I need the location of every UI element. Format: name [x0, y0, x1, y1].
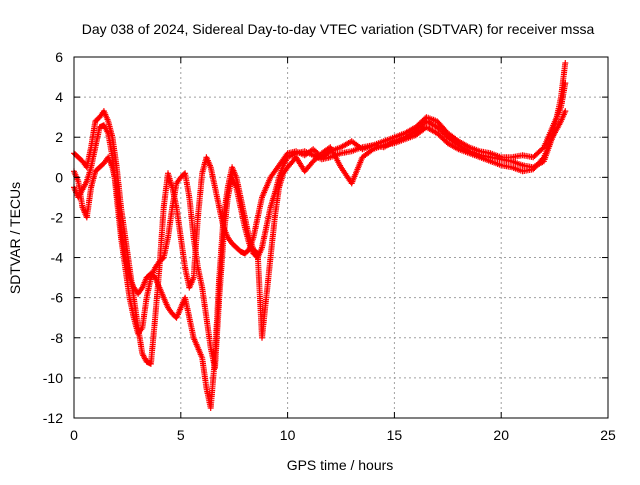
- x-tick-label: 10: [280, 427, 296, 443]
- y-tick-label: -10: [43, 370, 63, 386]
- x-tick-label: 25: [600, 427, 616, 443]
- plot-frame: [73, 56, 609, 419]
- grid-lines: [74, 57, 608, 418]
- y-tick-label: 2: [55, 129, 63, 145]
- x-tick-label: 20: [493, 427, 509, 443]
- y-tick-label: 0: [55, 169, 63, 185]
- x-tick-label: 0: [70, 427, 78, 443]
- x-tick-label: 15: [387, 427, 403, 443]
- y-tick-label: -12: [43, 410, 63, 426]
- y-tick-label: 6: [55, 49, 63, 65]
- y-tick-label: -2: [51, 209, 64, 225]
- y-axis-label: SDTVAR / TECUs: [7, 182, 23, 294]
- y-tick-label: -6: [51, 290, 64, 306]
- y-tick-label: -4: [51, 250, 64, 266]
- y-tick-label: -8: [51, 330, 64, 346]
- axes: 0 5 10 15 20 25 -12 -10 -8 -6 -4 -2 0 2 4 6: [43, 49, 616, 443]
- chart-title: Day 038 of 2024, Sidereal Day-to-day VTE…: [82, 21, 595, 37]
- x-tick-label: 5: [177, 427, 185, 443]
- y-tick-label: 4: [55, 89, 63, 105]
- x-axis-label: GPS time / hours: [287, 457, 394, 473]
